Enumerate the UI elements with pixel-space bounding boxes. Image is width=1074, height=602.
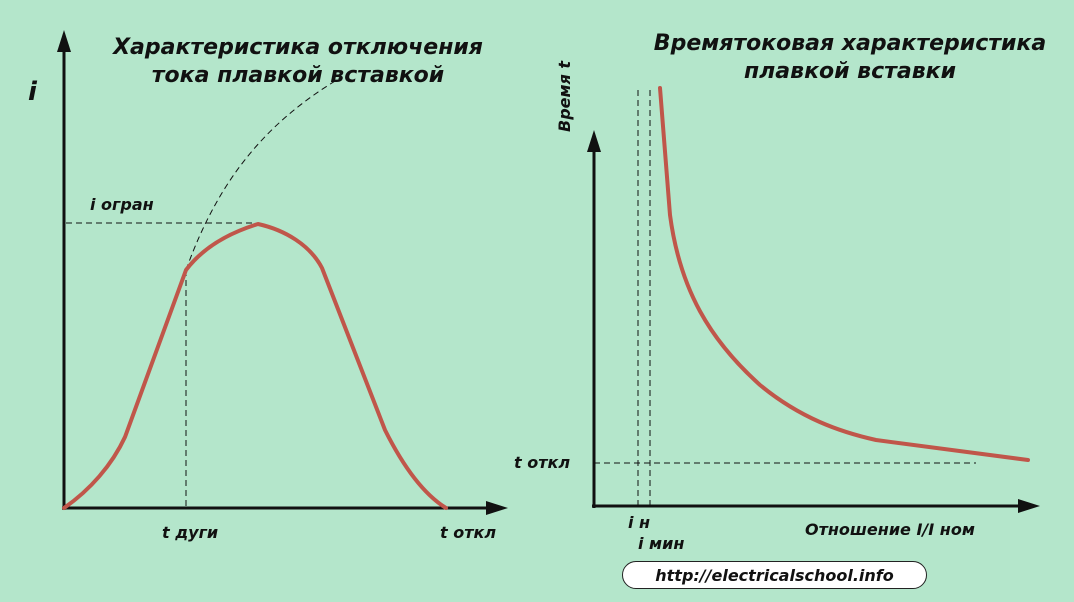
left-x-axis-arrow: [486, 501, 508, 515]
current-cutoff-curve: [62, 222, 448, 510]
left-title-line1: Характеристика отключения: [111, 35, 483, 60]
i-limit-label: i огран: [90, 195, 154, 214]
right-t-off-label: t откл: [514, 453, 570, 472]
right-y-axis-arrow: [587, 130, 601, 152]
prospective-current-curve: [185, 77, 341, 271]
left-t-off-label: t откл: [440, 523, 496, 542]
i-min-label: i мин: [638, 534, 684, 553]
source-url-text[interactable]: http://electricalschool.info: [655, 565, 894, 585]
right-x-axis-label: Отношение I/I ном: [805, 520, 975, 539]
left-diagram: Характеристика отключения тока плавкой в…: [28, 30, 508, 542]
left-title-line2: тока плавкой вставкой: [152, 63, 444, 88]
left-y-axis-label: i: [28, 77, 38, 107]
right-title-line2: плавкой вставки: [744, 59, 956, 84]
right-title-line1: Времятоковая характеристика: [654, 31, 1046, 56]
time-current-curve: [658, 86, 1030, 462]
right-x-axis-arrow: [1018, 499, 1040, 513]
t-arc-label: t дуги: [162, 523, 218, 542]
left-y-axis-arrow: [57, 30, 71, 52]
i-n-label: i н: [628, 513, 650, 532]
source-url-badge[interactable]: http://electricalschool.info: [622, 561, 927, 589]
right-y-axis-label: Время t: [555, 60, 574, 132]
right-diagram: Времятоковая характеристика плавкой вста…: [514, 31, 1046, 553]
